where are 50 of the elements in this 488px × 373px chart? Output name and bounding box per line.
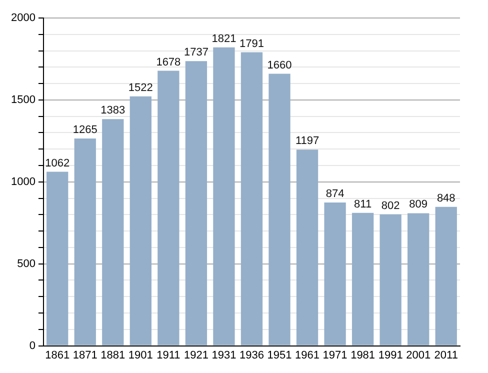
y-tick-label: 500 xyxy=(17,258,36,270)
bar xyxy=(408,213,430,346)
x-tick-label: 1931 xyxy=(212,349,236,362)
data-label: 1265 xyxy=(72,124,98,136)
bar xyxy=(74,138,96,346)
x-tick-label: 2011 xyxy=(434,349,458,362)
y-tick-label: 1500 xyxy=(10,94,36,106)
data-label: 1821 xyxy=(212,32,236,45)
bar xyxy=(435,206,457,346)
x-tick-label: 1936 xyxy=(239,349,264,362)
bar xyxy=(158,70,180,346)
x-tick-label: 1881 xyxy=(100,349,126,362)
data-label: 1197 xyxy=(295,135,320,148)
y-tick-label: 2000 xyxy=(10,12,36,24)
data-label: 802 xyxy=(381,200,400,212)
bar xyxy=(324,202,346,346)
data-label: 1383 xyxy=(100,104,126,117)
y-tick-label: 1000 xyxy=(10,176,36,188)
x-tick-label: 2001 xyxy=(406,349,431,362)
x-tick-label: 1911 xyxy=(156,349,180,362)
bar xyxy=(130,96,152,346)
data-label: 1522 xyxy=(128,82,153,94)
x-tick-label: 1861 xyxy=(45,349,70,362)
bar xyxy=(46,172,68,346)
data-label: 1660 xyxy=(267,59,292,72)
bar xyxy=(380,214,402,346)
y-tick-label: 0 xyxy=(29,340,36,352)
bar xyxy=(268,74,290,346)
data-label: 809 xyxy=(409,198,428,211)
bar xyxy=(102,119,124,346)
x-tick-label: 1971 xyxy=(322,349,348,362)
bar xyxy=(240,52,263,346)
bar xyxy=(352,212,374,346)
x-tick-label: 1981 xyxy=(350,349,376,362)
bar xyxy=(213,47,235,346)
x-tick-label: 1961 xyxy=(295,349,320,362)
bar xyxy=(296,150,318,346)
bar xyxy=(185,61,208,346)
data-label: 874 xyxy=(326,188,344,200)
data-label: 1062 xyxy=(45,157,70,170)
x-tick-label: 1871 xyxy=(72,349,98,362)
data-label: 1791 xyxy=(239,38,264,50)
x-tick-label: 1901 xyxy=(128,349,153,362)
x-tick-label: 1991 xyxy=(378,349,403,362)
data-label: 1737 xyxy=(184,46,208,59)
data-label: 811 xyxy=(354,198,372,210)
data-label: 848 xyxy=(436,192,456,204)
x-tick-label: 1951 xyxy=(267,349,292,362)
data-label: 1678 xyxy=(156,56,181,68)
x-tick-label: 1921 xyxy=(184,349,208,362)
